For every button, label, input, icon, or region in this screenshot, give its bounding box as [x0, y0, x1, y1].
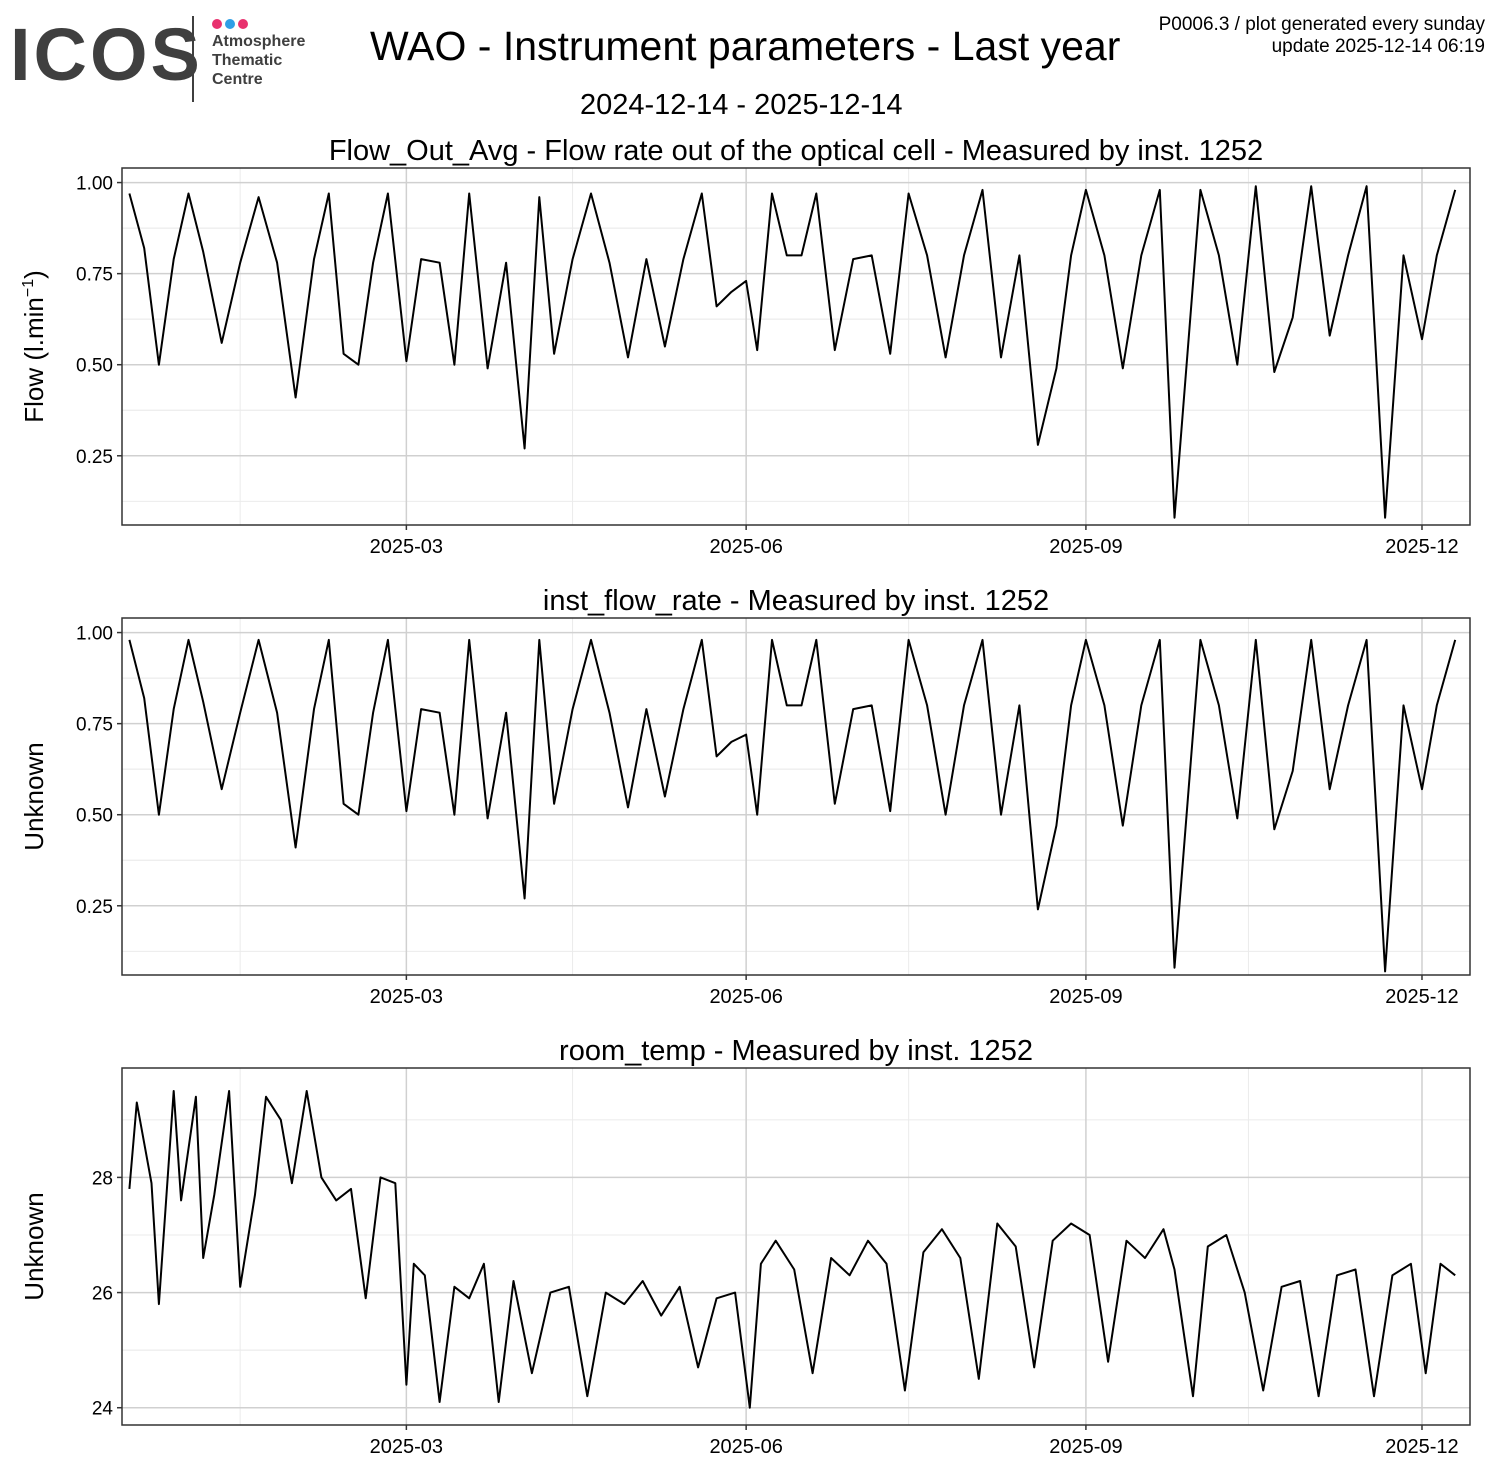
panel-title: Flow_Out_Avg - Flow rate out of the opti… [329, 135, 1263, 167]
y-tick-label: 1.00 [76, 174, 113, 195]
x-tick-label: 2025-06 [709, 536, 782, 558]
panel-title: room_temp - Measured by inst. 1252 [559, 1035, 1033, 1067]
x-tick-label: 2025-03 [370, 1436, 443, 1458]
y-tick-label: 0.75 [76, 715, 113, 736]
logo-dots-icon [212, 16, 251, 29]
panel-border [121, 167, 1471, 526]
x-tick-label: 2025-12 [1385, 1436, 1458, 1458]
x-tick-label: 2025-03 [370, 986, 443, 1008]
panel-border [121, 1067, 1471, 1426]
x-tick-label: 2025-09 [1049, 536, 1122, 558]
logo-divider [192, 16, 194, 102]
date-range: 2024-12-14 - 2025-12-14 [580, 89, 903, 121]
x-tick-label: 2025-03 [370, 536, 443, 558]
logo-dot [225, 19, 235, 29]
panel-title: inst_flow_rate - Measured by inst. 1252 [543, 585, 1049, 617]
y-tick-label: 0.75 [76, 265, 113, 286]
x-tick-label: 2025-12 [1385, 536, 1458, 558]
x-tick-label: 2025-12 [1385, 986, 1458, 1008]
panel-border [121, 617, 1471, 976]
series-line [128, 638, 1457, 973]
y-tick-label: 24 [92, 1399, 114, 1420]
page-title: WAO - Instrument parameters - Last year [370, 23, 1121, 69]
y-tick-label: 0.50 [76, 356, 113, 377]
logo-sub-line: Centre [212, 71, 263, 88]
logo-dot [212, 19, 222, 29]
y-tick-label: 0.25 [76, 897, 113, 918]
y-tick-label: 26 [92, 1284, 113, 1305]
icos-logo-wordmark: ICOS [10, 13, 203, 96]
plot-generation-note: P0006.3 / plot generated every sunday [1158, 14, 1485, 35]
y-tick-label: 1.00 [76, 624, 113, 645]
logo-dot [238, 19, 248, 29]
plot-meta: P0006.3 / plot generated every sunday up… [1159, 14, 1485, 58]
series-line [128, 1090, 1456, 1409]
series-line [128, 185, 1457, 519]
logo-sub-line: Thematic [212, 52, 283, 69]
y-tick-label: 0.50 [76, 806, 113, 827]
logo-subtitle: Atmosphere Thematic Centre [212, 32, 305, 89]
x-tick-label: 2025-09 [1049, 986, 1122, 1008]
update-timestamp: update 2025-12-14 06:19 [1271, 36, 1485, 57]
y-tick-label: 28 [92, 1168, 113, 1189]
y-axis-label: Flow (l.min−1) [19, 270, 49, 423]
x-tick-label: 2025-06 [709, 986, 782, 1008]
x-tick-label: 2025-06 [709, 1436, 782, 1458]
y-axis-label: Unknown [19, 742, 49, 850]
y-tick-label: 0.25 [76, 447, 113, 468]
x-tick-label: 2025-09 [1049, 1436, 1122, 1458]
y-axis-label: Unknown [19, 1192, 49, 1300]
logo-sub-line: Atmosphere [212, 33, 306, 50]
